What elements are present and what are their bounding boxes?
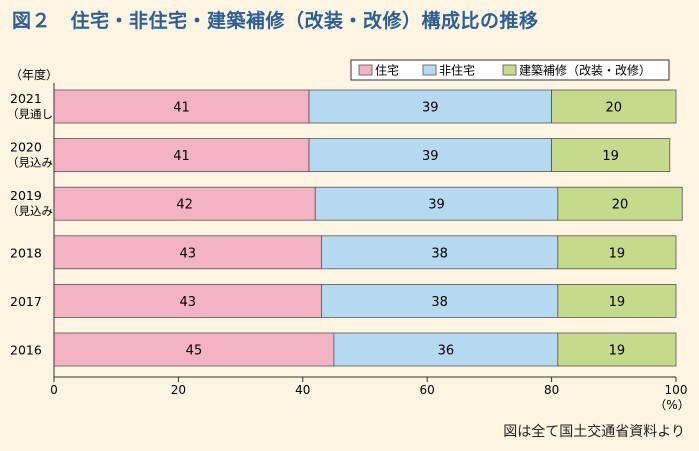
bar-value-3-0: 43 — [179, 246, 196, 261]
category-label-3: 2018 — [10, 245, 42, 260]
legend-label-0: 住宅 — [375, 63, 399, 78]
bar-value-2-1: 39 — [428, 198, 445, 213]
bar-0-2 — [551, 89, 677, 124]
bar-3-0 — [53, 235, 322, 270]
category-axis: （年度）2021（見通し）2020（見込み）2019（見込み）201820172… — [7, 67, 65, 358]
bars: 41 39 20 41 39 19 42 39 20 43 38 19 43 38 19 45 36 19 — [53, 89, 683, 367]
bar-value-5-1: 36 — [438, 344, 455, 359]
category-sublabel-2: （見込み） — [7, 204, 65, 218]
bar-value-0-1: 39 — [422, 101, 439, 116]
bar-value-2-2: 20 — [612, 198, 629, 213]
bar-value-2-0: 42 — [176, 198, 193, 213]
category-label-1: 2020 — [10, 140, 42, 155]
bar-value-3-2: 19 — [609, 246, 626, 261]
bar-value-1-1: 39 — [422, 149, 439, 164]
x-tick-label-3: 60 — [420, 383, 435, 397]
x-tick-label-1: 20 — [171, 383, 186, 397]
bar-5-0 — [53, 332, 335, 367]
x-tick-label-2: 40 — [295, 383, 310, 397]
chart-title: 図２ 住宅・非住宅・建築補修（改装・改修）構成比の推移 — [12, 10, 539, 32]
bar-value-5-2: 19 — [609, 344, 626, 359]
bar-1-2 — [551, 138, 671, 173]
bar-5-1 — [333, 332, 559, 367]
bar-value-1-2: 19 — [602, 149, 619, 164]
value-axis-unit: （%） — [654, 398, 689, 412]
category-axis-title: （年度） — [10, 67, 58, 82]
category-label-2: 2019 — [10, 188, 42, 203]
bar-value-3-1: 38 — [431, 246, 448, 261]
bar-1-1 — [308, 138, 552, 173]
bar-value-4-0: 43 — [179, 295, 196, 310]
value-axis: 0 20 40 60 80 100（%） — [50, 83, 690, 412]
bar-value-4-2: 19 — [609, 295, 626, 310]
category-label-0: 2021 — [10, 91, 42, 106]
bar-3-2 — [557, 235, 677, 270]
bar-2-2 — [557, 186, 683, 221]
bar-2-1 — [314, 186, 559, 221]
bar-value-5-0: 45 — [186, 344, 203, 359]
x-tick-label-5: 100 — [665, 383, 688, 397]
category-sublabel-0: （見通し） — [7, 107, 65, 121]
legend-label-2: 建築補修（改装・改修） — [519, 63, 651, 78]
bar-5-2 — [557, 332, 677, 367]
x-tick-label-4: 80 — [544, 383, 559, 397]
source-note: 図は全て国土交通省資料より — [503, 424, 685, 440]
bar-value-0-0: 41 — [173, 101, 190, 116]
legend-swatch-2 — [502, 64, 517, 76]
category-sublabel-1: （見込み） — [7, 156, 65, 170]
bar-value-0-2: 20 — [606, 101, 623, 116]
bar-4-2 — [557, 283, 677, 318]
bar-value-1-0: 41 — [173, 149, 190, 164]
legend-label-1: 非住宅 — [439, 63, 475, 78]
bar-4-1 — [321, 283, 559, 318]
legend-swatch-1 — [422, 64, 437, 76]
category-label-4: 2017 — [10, 294, 42, 309]
bar-0-1 — [308, 89, 552, 124]
legend-swatch-0 — [358, 64, 373, 76]
bar-value-4-1: 38 — [431, 295, 448, 310]
legend: 住宅 非住宅 建築補修（改装・改修） — [350, 59, 670, 81]
category-label-5: 2016 — [10, 343, 42, 358]
x-tick-label-0: 0 — [50, 383, 58, 397]
